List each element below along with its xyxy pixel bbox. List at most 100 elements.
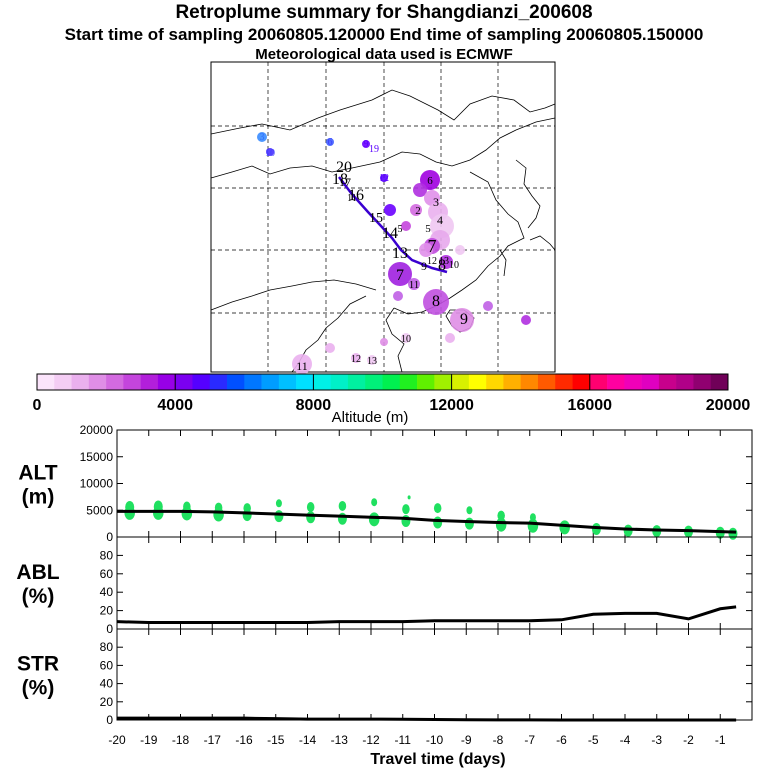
coastline [385, 307, 405, 373]
plume-cluster [388, 262, 412, 286]
plume-cluster [384, 204, 396, 216]
plume-cluster [450, 308, 474, 332]
plume-cluster [401, 221, 411, 231]
series-line-str [117, 716, 737, 722]
altitude-cluster-point [497, 510, 505, 521]
y-tick-label: 60 [100, 567, 114, 581]
map-cluster-label: 11 [296, 359, 308, 373]
y-tick-label: 20 [100, 604, 114, 618]
map-cluster-label: 20 [336, 159, 352, 176]
map-cluster-label: 19 [369, 144, 379, 155]
colorbar-swatch [88, 374, 107, 390]
plume-cluster [257, 132, 267, 142]
colorbar-swatch [676, 374, 694, 390]
y-tick-label: 60 [100, 658, 114, 672]
map-cluster-label: 6 [328, 137, 333, 148]
series-line-abl [116, 605, 737, 625]
colorbar-swatch [278, 374, 297, 390]
y-tick-label: 40 [100, 677, 114, 691]
map-cluster-label: 18 [332, 171, 348, 188]
colorbar-swatch [296, 374, 314, 390]
x-axis-label: Travel time (days) [370, 751, 505, 768]
colorbar-swatch [641, 374, 660, 390]
map-cluster-label: 10 [401, 334, 411, 345]
colorbar-tick-label: 12000 [429, 397, 474, 414]
map-cluster-label: 17 [339, 175, 351, 189]
colorbar-swatch [261, 374, 280, 390]
sampling-time-subtitle: Start time of sampling 20060805.120000 E… [64, 25, 704, 44]
y-tick-label: 80 [100, 640, 114, 654]
panel-ylabel: ALT [18, 462, 57, 485]
y-tick-label: 0 [106, 713, 113, 727]
plume-cluster [292, 354, 312, 374]
plume-cluster [362, 140, 370, 148]
x-tick-label: -13 [331, 733, 349, 747]
map-cluster-label: 15 [369, 211, 383, 226]
x-tick-label: -5 [588, 733, 599, 747]
colorbar-swatch [71, 374, 90, 390]
colorbar-swatch [572, 374, 591, 390]
plume-cluster [408, 278, 420, 290]
y-tick-label: 0 [106, 622, 113, 636]
map-cluster-label: 8 [438, 257, 446, 274]
chart-title: Retroplume summary for Shangdianzi_20060… [175, 2, 593, 23]
plume-cluster [401, 333, 411, 343]
colorbar-swatch [417, 374, 435, 390]
altitude-cluster-point [466, 506, 473, 515]
colorbar-swatch [658, 374, 677, 390]
x-tick-label: -12 [362, 733, 380, 747]
altitude-cluster-point [464, 517, 474, 530]
colorbar-swatch [140, 374, 159, 390]
map-cluster-label: 12 [427, 256, 437, 267]
x-tick-label: -7 [524, 733, 535, 747]
plume-cluster [325, 343, 335, 353]
altitude-cluster-point [275, 499, 282, 508]
panel-str: 0 20 40 60 80 STR(%) [17, 628, 753, 727]
plume-cluster [351, 353, 361, 363]
colorbar-swatch [347, 374, 366, 390]
colorbar-swatch [209, 374, 228, 390]
colorbar-swatch [37, 374, 55, 390]
plume-cluster [367, 355, 377, 365]
colorbar-tick-label: 4000 [157, 397, 193, 414]
x-tick-label: -20 [108, 733, 126, 747]
altitude-colorbar: 0 4000 8000 12000 16000 20000 [33, 373, 750, 414]
colorbar-swatch [123, 374, 141, 390]
plume-cluster [380, 174, 388, 182]
map-cluster-label: 12 [379, 173, 389, 184]
altitude-cluster-point [401, 514, 411, 527]
colorbar-swatch [399, 374, 418, 390]
altitude-cluster-point [338, 500, 347, 511]
y-tick-label: 20000 [80, 423, 114, 437]
coastline [210, 279, 377, 311]
map-cluster-label: 10 [265, 148, 275, 159]
x-tick-label: -15 [267, 733, 285, 747]
colorbar-swatch [244, 374, 262, 390]
map-cluster-label: 4 [437, 213, 443, 227]
colorbar-swatch [693, 374, 712, 390]
colorbar-swatch [555, 374, 573, 390]
coastline [499, 249, 507, 277]
x-tick-label: -19 [140, 733, 158, 747]
plume-cluster [266, 148, 274, 156]
x-tick-label: -6 [556, 733, 567, 747]
x-tick-label: -14 [299, 733, 317, 747]
altitude-cluster-point [433, 516, 443, 529]
altitude-cluster-point [243, 503, 251, 514]
map-cluster-label: 13 [439, 256, 449, 267]
altitude-cluster-point [728, 527, 738, 540]
plume-cluster [419, 243, 433, 257]
coastline [210, 117, 556, 179]
plume-cluster [326, 138, 334, 146]
plume-cluster [413, 183, 427, 197]
x-tick-label: -2 [683, 733, 694, 747]
panel-ylabel-unit: (%) [22, 677, 55, 700]
x-tick-label: -3 [651, 733, 662, 747]
map-cluster-label: 6 [427, 175, 433, 187]
coastline [529, 235, 556, 251]
x-tick-label: -11 [395, 733, 412, 747]
altitude-cluster-point [407, 495, 411, 500]
